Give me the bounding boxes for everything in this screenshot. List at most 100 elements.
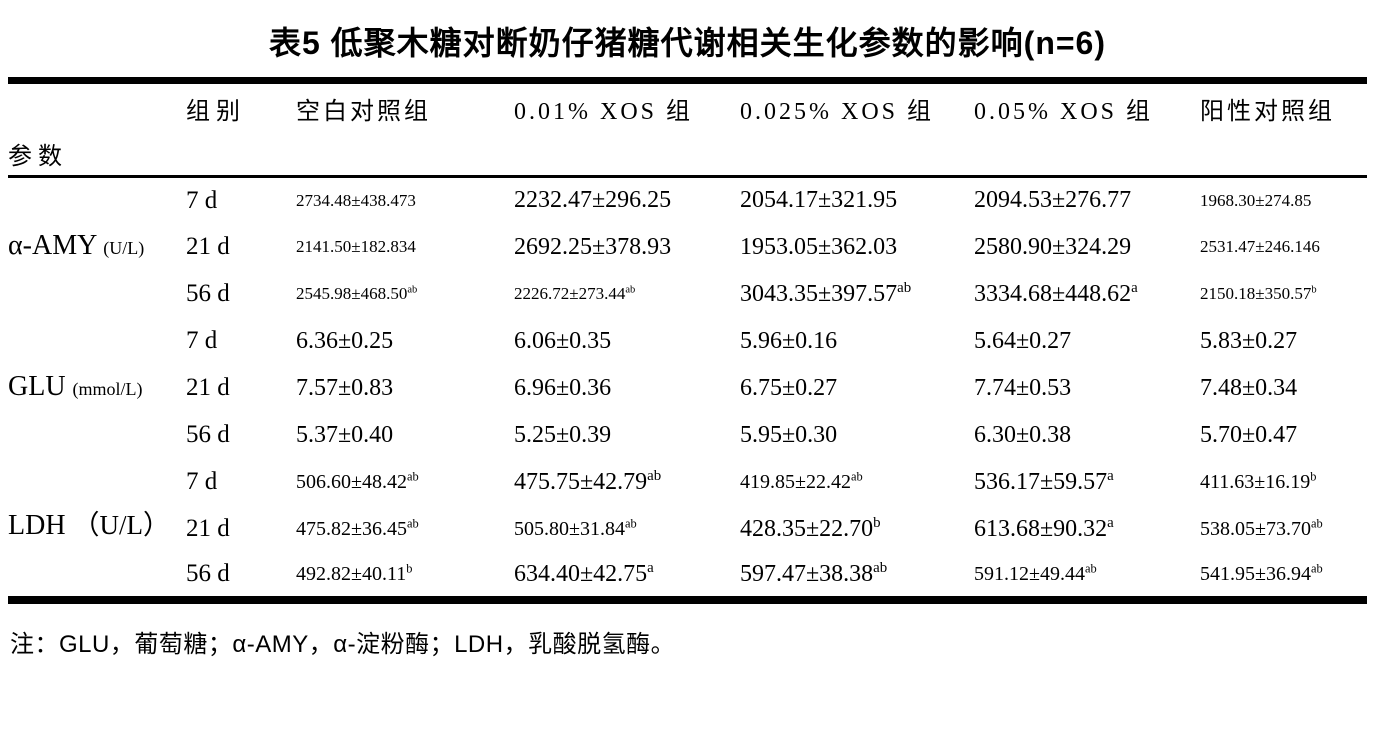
parameter-cell: α-AMY (U/L): [8, 177, 186, 318]
significance-superscript: a: [1107, 467, 1114, 484]
mean-sd-value: 6.06±0.35: [514, 327, 612, 354]
parameter-cell: GLU (mmol/L): [8, 318, 186, 459]
significance-superscript: ab: [873, 559, 888, 576]
value-cell: 536.17±59.57a: [974, 459, 1200, 506]
mean-sd-value: 6.36±0.25: [296, 327, 394, 354]
value-cell: 475.75±42.79ab: [514, 459, 740, 506]
value-cell: 613.68±90.32a: [974, 506, 1200, 553]
parameter-unit: （U/L）: [72, 509, 171, 540]
mean-sd-value: 3334.68±448.62: [974, 280, 1132, 307]
value-cell: 5.96±0.16: [740, 318, 974, 365]
table-row: 56 d 492.82±40.11b 634.40±42.75a 597.47±38.…: [8, 553, 1367, 600]
table-row: LDH （U/L） 7 d 506.60±48.42ab 475.75±42.79ab…: [8, 459, 1367, 541]
mean-sd-value: 419.85±22.42: [740, 470, 851, 493]
value-cell: 505.80±31.84ab: [514, 506, 740, 553]
significance-superscript: ab: [407, 284, 418, 296]
mean-sd-value: 5.96±0.16: [740, 327, 838, 354]
value-cell: 541.95±36.94ab: [1200, 553, 1367, 600]
value-cell: 5.64±0.27: [974, 318, 1200, 365]
header-spacer: [186, 133, 1367, 177]
mean-sd-value: 7.57±0.83: [296, 374, 394, 401]
timepoint-cell: 7 d: [186, 186, 218, 214]
significance-superscript: a: [1131, 279, 1138, 296]
mean-sd-value: 6.75±0.27: [740, 374, 838, 401]
mean-sd-value: 538.05±73.70: [1200, 517, 1311, 540]
header-row-param: 参数: [8, 133, 1367, 177]
parameter-cell: LDH （U/L）: [8, 459, 186, 600]
value-cell: 2734.48±438.473: [296, 177, 514, 224]
value-cell: 6.06±0.35: [514, 318, 740, 365]
mean-sd-value: 475.82±36.45: [296, 517, 407, 540]
value-cell: 1968.30±274.85: [1200, 177, 1367, 224]
significance-superscript: a: [647, 559, 654, 576]
table-header: 组别 空白对照组 0.01% XOS 组 0.025% XOS 组 0.05% …: [8, 81, 1367, 177]
timepoint-cell: 21 d: [186, 374, 230, 402]
value-cell: 2531.47±246.146: [1200, 224, 1367, 271]
parameter-unit: (mmol/L): [72, 378, 143, 399]
header-col-xos-001: 0.01% XOS 组: [514, 98, 694, 125]
value-cell: 419.85±22.42ab: [740, 459, 974, 506]
value-cell: 597.47±38.38ab: [740, 553, 974, 600]
mean-sd-value: 5.83±0.27: [1200, 327, 1298, 354]
value-cell: 2150.18±350.57b: [1200, 271, 1367, 318]
significance-superscript: b: [873, 514, 881, 531]
value-cell: 2545.98±468.50ab: [296, 271, 514, 318]
mean-sd-value: 6.96±0.36: [514, 374, 612, 401]
table-footnote: 注：GLU，葡萄糖；α-AMY，α-淀粉酶；LDH，乳酸脱氢酶。: [10, 630, 676, 658]
header-row-groups: 组别 空白对照组 0.01% XOS 组 0.025% XOS 组 0.05% …: [8, 81, 1367, 133]
value-cell: 7.57±0.83: [296, 365, 514, 412]
significance-superscript: ab: [1310, 516, 1323, 531]
significance-superscript: ab: [1084, 561, 1097, 576]
mean-sd-value: 5.95±0.30: [740, 421, 838, 448]
table-row: 56 d 5.37±0.40 5.25±0.39 5.95±0.30 6.30±0.38…: [8, 412, 1367, 459]
table-row: GLU (mmol/L) 7 d 6.36±0.25 6.06±0.35 5.96±0.…: [8, 318, 1367, 402]
header-col-positive-control: 阳性对照组: [1200, 98, 1335, 125]
mean-sd-value: 505.80±31.84: [514, 517, 625, 540]
mean-sd-value: 6.30±0.38: [974, 421, 1072, 448]
timepoint-cell: 7 d: [186, 327, 218, 355]
mean-sd-value: 5.70±0.47: [1200, 421, 1298, 448]
mean-sd-value: 1968.30±274.85: [1200, 190, 1312, 210]
mean-sd-value: 2141.50±182.834: [296, 237, 416, 257]
table-row: 56 d 2545.98±468.50ab 2226.72±273.44ab 3043…: [8, 271, 1367, 318]
mean-sd-value: 7.74±0.53: [974, 374, 1072, 401]
mean-sd-value: 1953.05±362.03: [740, 233, 898, 260]
significance-superscript: ab: [625, 284, 636, 296]
value-cell: 2232.47±296.25: [514, 177, 740, 224]
mean-sd-value: 613.68±90.32: [974, 515, 1108, 542]
significance-superscript: a: [1107, 514, 1114, 531]
biochem-parameters-table: 组别 空白对照组 0.01% XOS 组 0.025% XOS 组 0.05% …: [8, 77, 1367, 604]
timepoint-cell: 56 d: [186, 280, 230, 308]
significance-superscript: b: [406, 561, 413, 576]
mean-sd-value: 2226.72±273.44: [514, 284, 626, 304]
value-cell: 2226.72±273.44ab: [514, 271, 740, 318]
significance-superscript: ab: [406, 469, 419, 484]
value-cell: 538.05±73.70ab: [1200, 506, 1367, 553]
mean-sd-value: 2094.53±276.77: [974, 187, 1132, 214]
timepoint-cell: 56 d: [186, 421, 230, 449]
mean-sd-value: 7.48±0.34: [1200, 374, 1298, 401]
mean-sd-value: 506.60±48.42: [296, 470, 407, 493]
mean-sd-value: 634.40±42.75: [514, 560, 648, 587]
value-cell: 7.74±0.53: [974, 365, 1200, 412]
value-cell: 6.75±0.27: [740, 365, 974, 412]
header-col-blank-control: 空白对照组: [296, 98, 431, 125]
parameter-name: α-AMY: [8, 230, 104, 262]
value-cell: 2094.53±276.77: [974, 177, 1200, 224]
mean-sd-value: 411.63±16.19: [1200, 470, 1311, 493]
mean-sd-value: 428.35±22.70: [740, 515, 874, 542]
table-row: 21 d 475.82±36.45ab 505.80±31.84ab 428.35±2…: [8, 506, 1367, 553]
mean-sd-value: 2692.25±378.93: [514, 233, 672, 260]
mean-sd-value: 475.75±42.79: [514, 468, 648, 495]
value-cell: 5.37±0.40: [296, 412, 514, 459]
significance-superscript: ab: [1310, 561, 1323, 576]
table-row: 21 d 7.57±0.83 6.96±0.36 6.75±0.27 7.74±0.53…: [8, 365, 1367, 412]
mean-sd-value: 591.12±49.44: [974, 562, 1085, 585]
value-cell: 3043.35±397.57ab: [740, 271, 974, 318]
significance-superscript: b: [1311, 284, 1317, 296]
value-cell: 6.30±0.38: [974, 412, 1200, 459]
significance-superscript: b: [1310, 469, 1317, 484]
mean-sd-value: 5.25±0.39: [514, 421, 612, 448]
significance-superscript: ab: [624, 516, 637, 531]
